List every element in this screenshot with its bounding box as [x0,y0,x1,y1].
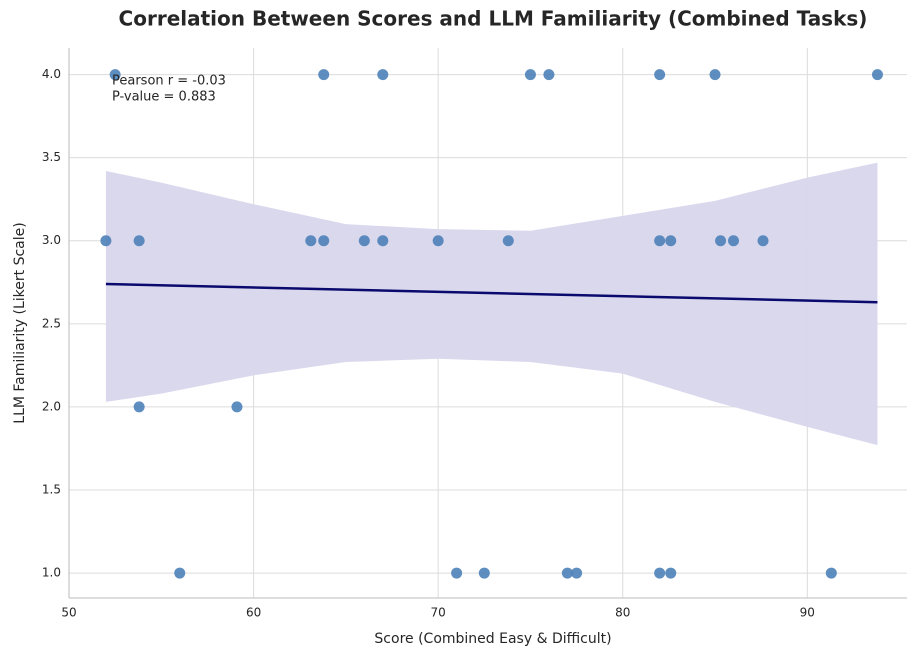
y-tick-label: 4.0 [42,67,61,81]
y-axis-label: LLM Familiarity (Likert Scale) [12,222,28,423]
data-point [654,69,666,81]
annotation: Pearson r = -0.03 [112,74,226,89]
data-point [571,567,583,579]
y-tick-label: 2.5 [42,316,61,330]
data-point [665,235,677,247]
data-point [709,69,721,81]
y-tick-label: 1.0 [42,566,61,580]
data-point [133,235,145,247]
data-point [871,69,883,81]
data-point [133,401,145,413]
y-tick-label: 3.0 [42,233,61,247]
data-point [305,235,317,247]
data-point [757,235,769,247]
data-point [727,235,739,247]
data-point [654,567,666,579]
data-point [665,567,677,579]
plot-area [100,69,883,579]
data-point [451,567,463,579]
data-point [502,235,514,247]
data-point [478,567,490,579]
data-point [543,69,555,81]
y-tick-label: 2.0 [42,399,61,413]
y-tick-label: 1.5 [42,482,61,496]
data-point [377,69,389,81]
data-point [654,235,666,247]
data-point [524,69,536,81]
data-point [231,401,243,413]
data-point [318,235,330,247]
regression-line [105,282,878,304]
data-point [318,69,330,81]
data-point [109,69,121,81]
data-point [825,567,837,579]
data-point [100,235,112,247]
x-tick-label: 70 [431,606,446,620]
x-tick-label: 60 [246,606,261,620]
x-tick-label: 50 [61,606,76,620]
data-point [358,235,370,247]
x-tick-label: 80 [615,606,630,620]
data-point [715,235,727,247]
data-point [432,235,444,247]
confidence-band [105,162,878,446]
data-point [174,567,186,579]
x-tick-label: 90 [800,606,815,620]
data-point [561,567,573,579]
x-axis-label: Score (Combined Easy & Difficult) [374,631,611,647]
data-point [377,235,389,247]
annotation: P-value = 0.883 [112,90,216,105]
chart-title: Correlation Between Scores and LLM Famil… [119,7,868,31]
y-tick-label: 3.5 [42,150,61,164]
